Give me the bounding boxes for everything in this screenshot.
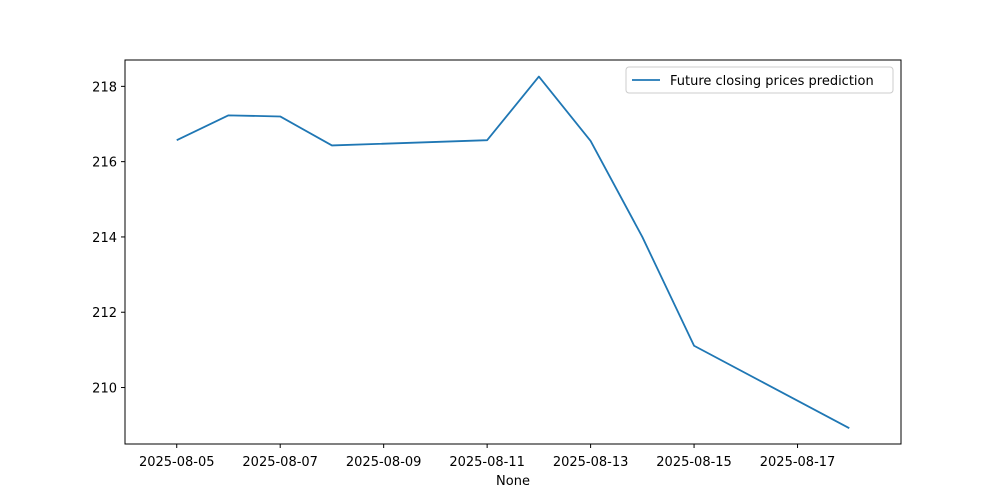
x-tick-label: 2025-08-13: [553, 455, 629, 470]
x-tick-label: 2025-08-11: [449, 455, 525, 470]
y-tick-label: 212: [92, 306, 117, 321]
x-axis-label: None: [496, 474, 530, 489]
legend: Future closing prices prediction: [625, 66, 894, 94]
x-tick-label: 2025-08-09: [346, 455, 422, 470]
y-tick-label: 210: [92, 382, 117, 397]
x-tick-label: 2025-08-15: [656, 455, 732, 470]
y-tick-label: 218: [92, 80, 117, 95]
y-tick-label: 214: [92, 231, 117, 246]
x-tick-label: 2025-08-07: [242, 455, 318, 470]
plot-background: [125, 60, 901, 444]
legend-label: Future closing prices prediction: [670, 74, 874, 89]
legend-box: [625, 66, 894, 94]
y-tick-label: 216: [92, 156, 117, 171]
plot-frame: [124, 59, 902, 445]
x-tick-label: 2025-08-17: [760, 455, 836, 470]
series-line: [176, 75, 850, 429]
x-tick-label: 2025-08-05: [139, 455, 215, 470]
